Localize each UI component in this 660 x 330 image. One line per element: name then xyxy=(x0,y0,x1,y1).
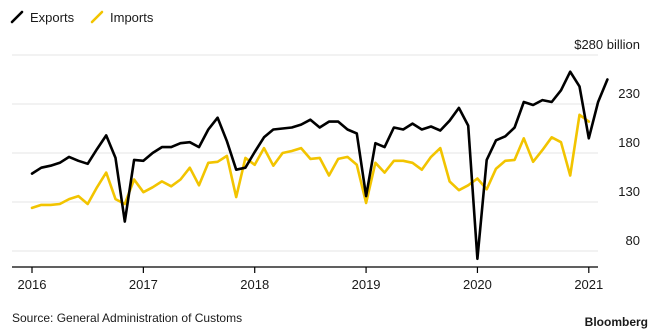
y-tick-label-180: 180 xyxy=(618,135,640,150)
y-tick-label-130: 130 xyxy=(618,184,640,199)
legend-label-exports: Exports xyxy=(30,10,75,25)
x-tick-label-2020: 2020 xyxy=(463,277,492,292)
series-lines xyxy=(30,70,609,261)
y-unit-label: $280 billion xyxy=(574,37,640,52)
source-note: Source: General Administration of Custom… xyxy=(12,311,242,325)
x-axis: 2016 2017 2018 2019 2020 2021 xyxy=(12,266,603,292)
legend-label-imports: Imports xyxy=(110,10,154,25)
bloomberg-logo: Bloomberg xyxy=(585,315,648,329)
series-line-exports xyxy=(30,70,609,261)
legend-swatch-exports xyxy=(10,10,24,24)
series-line-imports xyxy=(30,113,591,210)
y-tick-label-80: 80 xyxy=(626,233,640,248)
x-tick-label-2021: 2021 xyxy=(574,277,603,292)
y-axis-ticks: 80 130 180 230 $280 billion xyxy=(574,37,640,248)
x-tick-label-2018: 2018 xyxy=(240,277,269,292)
legend: Exports Imports xyxy=(10,10,154,25)
x-tick-label-2019: 2019 xyxy=(352,277,381,292)
y-tick-label-230: 230 xyxy=(618,86,640,101)
legend-swatch-imports xyxy=(90,10,104,24)
x-tick-label-2017: 2017 xyxy=(129,277,158,292)
x-tick-label-2016: 2016 xyxy=(18,277,47,292)
